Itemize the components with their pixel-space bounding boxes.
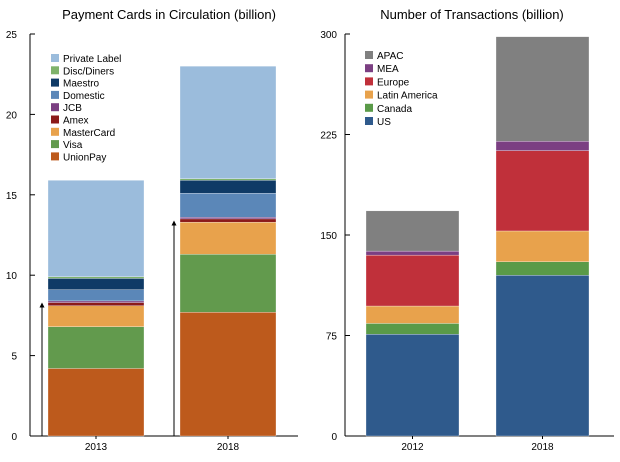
y-tick-label: 15 [6, 191, 18, 202]
y-tick-label: 10 [6, 271, 18, 282]
legend-item-latin-america: Latin America [365, 90, 438, 102]
y-tick-label: 225 [320, 131, 337, 142]
legend-swatch [51, 103, 59, 112]
bar-segment-latin-america-2018 [495, 230, 590, 262]
legend-swatch [51, 127, 59, 136]
bar-segment-europe-2012 [365, 254, 460, 307]
growth-arrow-2013 [39, 302, 45, 436]
chart-title: Payment Cards in Circulation (billion) [62, 7, 276, 22]
bar-segment-mastercard-2013 [47, 305, 145, 327]
legend-swatch [51, 140, 59, 149]
legend-label: APAC [377, 51, 404, 62]
bar-segment-europe-2018 [495, 150, 590, 232]
bar-segment-canada-2012 [365, 323, 460, 335]
legend-item-mastercard: MasterCard [51, 127, 115, 139]
bar-segment-visa-2018 [179, 254, 277, 313]
legend-swatch [51, 90, 59, 99]
legend-swatch [365, 90, 373, 99]
bar-segment-private-label-2018 [179, 66, 277, 179]
chart-title: Number of Transactions (billion) [380, 7, 564, 22]
bar-segment-private-label-2013 [47, 180, 145, 277]
bar-segment-us-2018 [495, 275, 590, 437]
bar-segment-jcb-2018 [179, 217, 277, 220]
legend-item-canada: Canada [365, 103, 412, 115]
legend-label: MEA [377, 64, 399, 75]
legend-item-europe: Europe [365, 77, 410, 88]
y-tick-label: 300 [320, 30, 337, 41]
y-tick-label: 150 [320, 231, 337, 242]
legend-item-disc-diners: Disc/Diners [51, 66, 114, 77]
y-tick-label: 25 [6, 30, 18, 41]
bar-segment-canada-2018 [495, 261, 590, 276]
bar-segment-disc-diners-2018 [179, 178, 277, 181]
legend-item-maestro: Maestro [51, 78, 100, 90]
legend-label: Private Label [63, 54, 121, 65]
bar-segment-unionpay-2013 [47, 368, 145, 437]
y-tick-label: 0 [11, 432, 17, 443]
legend-swatch [51, 66, 59, 75]
bar-segment-jcb-2013 [47, 300, 145, 303]
legend-label: JCB [63, 103, 82, 114]
chart-transactions: Number of Transactions (billion) 0 75 150 2… [320, 7, 614, 453]
legend-label: Maestro [63, 79, 100, 90]
legend-item-unionpay: UnionPay [51, 152, 106, 163]
legend-item-jcb: JCB [51, 103, 82, 114]
bar-segment-domestic-2018 [179, 193, 277, 218]
legend-label: Amex [63, 116, 89, 127]
x-tick-label: 2012 [401, 442, 424, 453]
legend-swatch [51, 54, 59, 62]
bar-segment-maestro-2018 [179, 180, 277, 194]
bar-segment-unionpay-2018 [179, 312, 277, 437]
legend-swatch [365, 51, 373, 59]
legend-label: Latin America [377, 91, 438, 102]
bar-segment-maestro-2013 [47, 278, 145, 290]
legend-label: US [377, 117, 391, 128]
bar-segment-mastercard-2018 [179, 221, 277, 255]
x-tick-label: 2013 [85, 442, 108, 453]
legend-item-visa: Visa [51, 140, 83, 151]
legend-label: Disc/Diners [63, 66, 114, 77]
legend-label: UnionPay [63, 152, 106, 163]
bar-segment-latin-america-2012 [365, 305, 460, 324]
x-tick-label: 2018 [531, 442, 554, 453]
legend-label: Domestic [63, 91, 105, 102]
legend-label: Visa [63, 140, 83, 151]
chart-cards-in-circulation: Payment Cards in Circulation (billion) 0… [6, 7, 298, 453]
bar-segment-domestic-2013 [47, 289, 145, 302]
bar-segment-apac-2018 [495, 36, 590, 142]
legend-label: MasterCard [63, 128, 115, 139]
x-tick-label: 2018 [217, 442, 240, 453]
bar-segment-apac-2012 [365, 210, 460, 252]
legend-swatch [365, 77, 373, 86]
legend-label: Europe [377, 77, 410, 88]
bar-segment-visa-2013 [47, 326, 145, 369]
y-tick-label: 5 [11, 352, 17, 363]
growth-arrow-2018 [171, 220, 177, 436]
bar-segment-us-2012 [365, 334, 460, 437]
legend-item-apac: APAC [365, 51, 404, 62]
legend-swatch [51, 78, 59, 87]
bar-segment-amex-2018 [179, 218, 277, 223]
legend-swatch [51, 115, 59, 124]
y-tick-label: 75 [326, 332, 338, 343]
legend-swatch [365, 64, 373, 73]
legend-swatch [51, 152, 59, 161]
bar-segment-mea-2018 [495, 141, 590, 151]
y-tick-label: 0 [331, 432, 337, 443]
legend-item-us: US [365, 117, 391, 128]
bar-segment-amex-2013 [47, 302, 145, 306]
bar-segment-mea-2012 [365, 250, 460, 256]
legend-swatch [365, 103, 373, 112]
legend-item-private-label: Private Label [51, 54, 121, 65]
legend-label: Canada [377, 104, 412, 115]
y-tick-label: 20 [6, 110, 18, 121]
legend-item-amex: Amex [51, 115, 89, 127]
bar-segment-disc-diners-2013 [47, 276, 145, 279]
legend-swatch [365, 117, 373, 125]
legend-item-domestic: Domestic [51, 90, 105, 102]
legend-item-mea: MEA [365, 64, 399, 75]
